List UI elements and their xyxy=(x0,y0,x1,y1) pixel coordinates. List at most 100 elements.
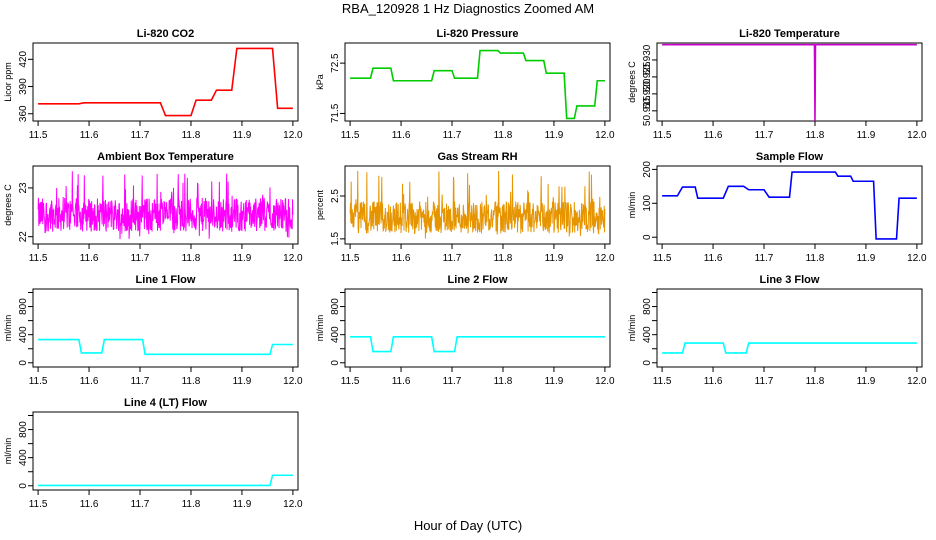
y-tick-label: 0 xyxy=(642,234,653,240)
panel-title: Line 2 Flow xyxy=(448,274,508,286)
panel-1: Li-820 CO2 11.5 11.6 11.7 11.8 11.9 12.0 360 390… xyxy=(3,28,303,141)
x-tick-label: 11.5 xyxy=(653,376,672,387)
x-tick-label: 11.8 xyxy=(494,253,513,264)
y-tick-label: 50.925 xyxy=(642,61,653,92)
y-tick-label: 800 xyxy=(642,298,653,315)
x-tick-label: 11.9 xyxy=(857,376,876,387)
panel-title: Line 1 Flow xyxy=(136,274,196,286)
x-tick-label: 11.6 xyxy=(704,130,723,141)
y-tick-label: 22 xyxy=(18,231,29,243)
panel-title: Gas Stream RH xyxy=(437,151,517,163)
y-axis-label: degrees C xyxy=(3,184,13,226)
x-tick-label: 11.8 xyxy=(494,376,513,387)
panel-8: Line 2 Flow 11.5 11.6 11.7 11.8 11.9 12.0 0 400 8… xyxy=(315,274,615,387)
x-tick-label: 11.9 xyxy=(545,376,564,387)
x-tick-label: 11.7 xyxy=(443,376,462,387)
x-tick-label: 11.6 xyxy=(80,376,99,387)
panel-7: Line 1 Flow 11.5 11.6 11.7 11.8 11.9 12.0 0 400 8… xyxy=(3,274,303,387)
x-tick-label: 11.8 xyxy=(806,376,825,387)
y-axis-label: degrees C xyxy=(627,61,637,103)
plot-frame xyxy=(32,288,299,368)
x-tick-label: 11.7 xyxy=(755,253,774,264)
y-tick-label: 0 xyxy=(18,483,29,489)
panel-title: Li-820 Temperature xyxy=(739,28,840,40)
x-tick-label: 11.5 xyxy=(653,130,672,141)
y-tick-label: 400 xyxy=(18,449,29,466)
y-tick-label: 800 xyxy=(18,421,29,438)
x-tick-label: 11.9 xyxy=(857,130,876,141)
panel-title: Line 4 (LT) Flow xyxy=(124,397,207,409)
x-tick-label: 11.7 xyxy=(755,376,774,387)
plot-frame xyxy=(32,411,299,491)
x-tick-label: 11.7 xyxy=(131,253,150,264)
x-tick-label: 11.5 xyxy=(341,253,360,264)
x-tick-label: 11.8 xyxy=(182,376,201,387)
panel-3: Li-820 Temperature 11.5 11.6 11.7 11.8 11.9 12… xyxy=(627,28,927,141)
y-tick-label: 360 xyxy=(18,105,29,122)
figure-title: RBA_120928 1 Hz Diagnostics Zoomed AM xyxy=(341,1,595,16)
y-axis-label: Licor ppm xyxy=(3,62,13,102)
x-tick-label: 12.0 xyxy=(283,376,303,387)
x-tick-label: 11.6 xyxy=(704,253,723,264)
y-tick-label: 420 xyxy=(18,51,29,68)
y-tick-label: 100 xyxy=(642,195,653,212)
x-tick-label: 11.9 xyxy=(233,253,252,264)
y-tick-label: 0 xyxy=(642,360,653,366)
x-tick-label: 11.8 xyxy=(182,253,201,264)
series-line xyxy=(662,342,917,354)
y-axis-label: ml/min xyxy=(3,438,13,465)
plot-frame xyxy=(656,42,923,122)
x-tick-label: 11.8 xyxy=(806,130,825,141)
x-tick-label: 11.7 xyxy=(443,253,462,264)
y-tick-label: 50.920 xyxy=(642,78,653,109)
y-tick-label: 50.930 xyxy=(642,44,653,75)
x-tick-label: 12.0 xyxy=(595,376,615,387)
series-line xyxy=(38,474,293,487)
x-tick-label: 12.0 xyxy=(595,130,615,141)
y-axis-label: ml/min xyxy=(315,315,325,342)
y-tick-label: 2.5 xyxy=(330,189,341,203)
x-tick-label: 11.7 xyxy=(131,499,150,510)
series-line xyxy=(350,49,605,120)
x-tick-label: 11.6 xyxy=(704,376,723,387)
x-tick-label: 11.9 xyxy=(857,253,876,264)
x-tick-label: 11.6 xyxy=(392,253,411,264)
x-tick-label: 11.8 xyxy=(806,253,825,264)
x-tick-label: 11.5 xyxy=(29,376,48,387)
x-tick-label: 11.6 xyxy=(80,130,99,141)
x-tick-label: 11.8 xyxy=(182,499,201,510)
plot-frame xyxy=(656,165,923,245)
x-tick-label: 11.9 xyxy=(233,499,252,510)
x-tick-label: 11.9 xyxy=(233,130,252,141)
series-line xyxy=(38,47,293,117)
y-tick-label: 71.5 xyxy=(330,103,341,123)
x-tick-label: 12.0 xyxy=(907,376,927,387)
x-axis-label: Hour of Day (UTC) xyxy=(413,518,523,533)
x-tick-label: 12.0 xyxy=(283,253,303,264)
series-line xyxy=(349,170,606,239)
y-axis-label: ml/min xyxy=(627,315,637,342)
x-tick-label: 11.7 xyxy=(755,130,774,141)
panel-title: Sample Flow xyxy=(756,151,824,163)
y-tick-label: 800 xyxy=(330,298,341,315)
y-tick-label: 50.915 xyxy=(642,95,653,126)
plot-frame xyxy=(344,42,611,122)
x-tick-label: 11.7 xyxy=(131,130,150,141)
x-tick-label: 11.5 xyxy=(29,130,48,141)
y-tick-label: 0 xyxy=(18,360,29,366)
y-axis-label: percent xyxy=(315,189,325,220)
y-tick-label: 400 xyxy=(18,326,29,343)
x-tick-label: 11.9 xyxy=(545,253,564,264)
series-line xyxy=(662,43,917,121)
plot-frame xyxy=(32,42,299,122)
series-line xyxy=(662,171,917,240)
y-axis-label: kPa xyxy=(315,74,325,90)
y-tick-label: 200 xyxy=(642,161,653,178)
panel-5: Gas Stream RH 11.5 11.6 11.7 11.8 11.9 12.0 1.5… xyxy=(315,151,615,264)
plot-frame xyxy=(344,165,611,245)
series-line xyxy=(37,171,294,240)
y-tick-label: 72.5 xyxy=(330,53,341,73)
panel-4: Ambient Box Temperature 11.5 11.6 11.7 11.8 1… xyxy=(3,151,303,264)
